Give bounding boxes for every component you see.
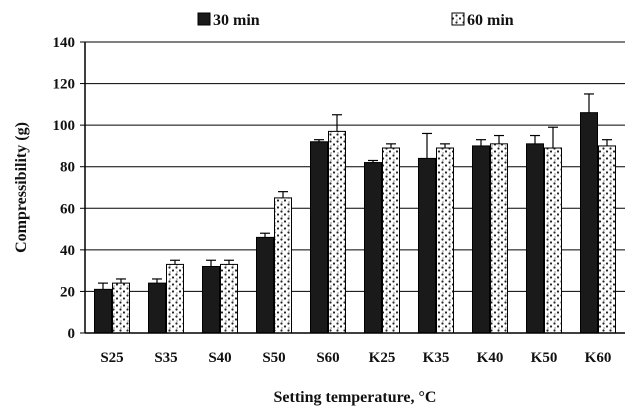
y-tick-label: 40 xyxy=(60,243,75,259)
bar-K60-60min xyxy=(598,145,616,334)
axes xyxy=(84,42,625,334)
bar-S35-30min xyxy=(148,282,166,334)
x-tick-label-S40: S40 xyxy=(208,350,231,366)
y-tick-label: 80 xyxy=(60,160,75,176)
bar-S50-30min xyxy=(256,236,274,334)
bar-K25-30min xyxy=(364,162,382,334)
legend-label-30min: 30 min xyxy=(213,12,260,29)
x-tick-label-K35: K35 xyxy=(423,350,450,366)
y-tick-label: 100 xyxy=(53,118,76,134)
x-tick-label-K50: K50 xyxy=(531,350,558,366)
bar-S60-60min xyxy=(328,130,346,334)
y-tick-label: 0 xyxy=(68,326,76,342)
x-axis-title: Setting temperature, °C xyxy=(274,389,437,406)
x-tick-label-S35: S35 xyxy=(154,350,177,366)
y-tick-labels: 0 20 40 60 80 100 120 140 xyxy=(53,35,85,342)
bar-S40-30min xyxy=(202,265,220,334)
x-tick-label-S60: S60 xyxy=(316,350,339,366)
error-bars xyxy=(98,93,612,290)
bar-K50-30min xyxy=(526,143,544,334)
legend: 30 min 60 min xyxy=(197,12,514,29)
bar-S40-60min xyxy=(220,263,238,334)
bar-K25-60min xyxy=(382,147,400,334)
bar-K35-30min xyxy=(418,157,436,334)
bar-K40-60min xyxy=(490,143,508,334)
x-tick-label-K40: K40 xyxy=(477,350,504,366)
gridlines xyxy=(85,41,625,292)
y-tick-label: 20 xyxy=(60,284,75,300)
bar-K60-30min xyxy=(580,112,598,334)
y-tick-label: 60 xyxy=(60,201,75,217)
legend-label-60min: 60 min xyxy=(467,12,514,29)
bar-S35-60min xyxy=(166,263,184,334)
y-tick-label: 140 xyxy=(53,35,76,51)
bars xyxy=(94,112,616,334)
x-tick-label-S25: S25 xyxy=(100,350,123,366)
y-axis-title: Compressibility (g) xyxy=(13,122,30,253)
bar-S25-30min xyxy=(94,288,112,334)
bar-S25-60min xyxy=(112,282,130,334)
bar-S50-60min xyxy=(274,197,292,334)
x-tick-labels: S25 S35 S40 S50 S60 K25 K35 K40 K50 K60 xyxy=(100,350,611,366)
bar-K40-30min xyxy=(472,145,490,334)
legend-swatch-30min xyxy=(197,12,211,26)
bar-K50-60min xyxy=(544,147,562,334)
x-tick-label-K60: K60 xyxy=(585,350,612,366)
bar-S60-30min xyxy=(310,141,328,334)
legend-swatch-60min xyxy=(451,12,465,26)
y-tick-label: 120 xyxy=(53,77,76,93)
bar-K35-60min xyxy=(436,147,454,334)
x-tick-label-K25: K25 xyxy=(369,350,396,366)
x-tick-label-S50: S50 xyxy=(262,350,285,366)
